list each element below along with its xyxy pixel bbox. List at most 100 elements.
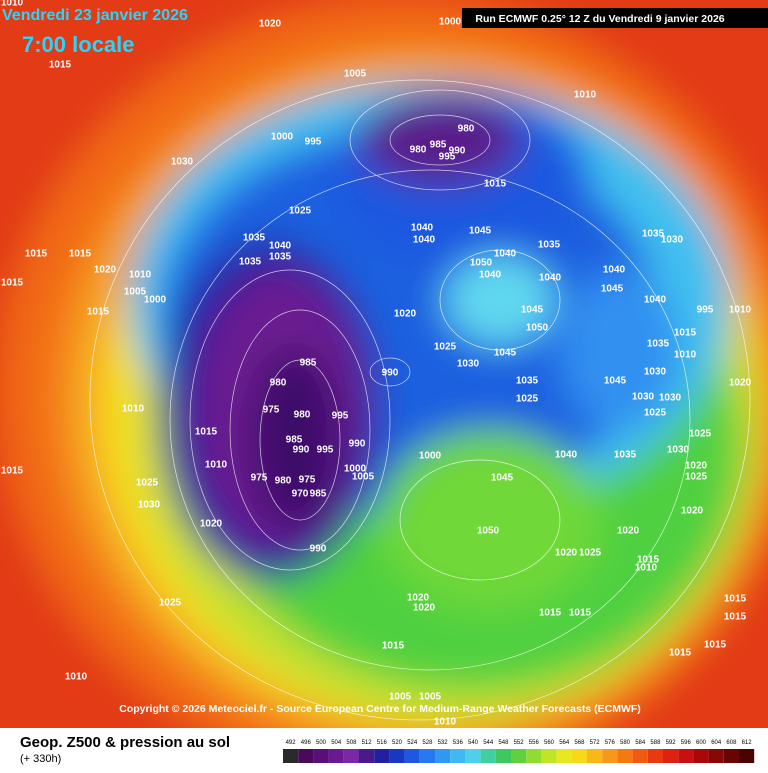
isobar-label: 1050	[470, 258, 493, 269]
legend-swatch	[647, 749, 663, 763]
legend-swatch	[723, 749, 739, 763]
isobar-label: 990	[349, 439, 366, 450]
legend-swatch	[571, 749, 587, 763]
isobar-label: 1035	[239, 257, 262, 268]
isobar-label: 1010	[1, 0, 24, 9]
isobar-label: 1035	[614, 450, 637, 461]
isobar-label: 1005	[124, 287, 147, 298]
isobar-label: 1025	[685, 472, 708, 483]
isobar-label: 1045	[494, 348, 517, 359]
legend-label: 496	[301, 740, 312, 746]
isobar-label: 980	[410, 145, 427, 156]
legend-label: 548	[498, 740, 509, 746]
legend-swatch	[359, 749, 375, 763]
isobar-lines	[89, 79, 751, 721]
isobar-label: 990	[449, 146, 466, 157]
isobar-label: 1035	[243, 233, 266, 244]
isobar-label: 1020	[94, 265, 117, 276]
isobar-label: 1030	[644, 367, 667, 378]
isobar-label: 1015	[539, 608, 562, 619]
isobar-label: 1040	[413, 235, 436, 246]
isobar-label: 1010	[674, 350, 697, 361]
isobar-label: 1030	[659, 393, 682, 404]
isobar-label: 1015	[195, 427, 218, 438]
isobar-label: 1025	[289, 206, 312, 217]
legend-swatch	[283, 749, 299, 763]
legend-swatch	[663, 749, 679, 763]
legend-swatch	[526, 749, 542, 763]
isobar-label: 1015	[569, 608, 592, 619]
isobar-label: 1040	[603, 265, 626, 276]
isobar-label: 1040	[494, 249, 517, 260]
footer-title: Geop. Z500 & pression au sol	[20, 734, 230, 751]
footer-lead: (+ 330h)	[20, 753, 61, 765]
legend-swatch	[678, 749, 694, 763]
isobar-label: 995	[305, 137, 322, 148]
isobar-label: 1010	[434, 717, 457, 728]
isobar-label: 1035	[516, 376, 539, 387]
isobar-label: 1010	[129, 270, 152, 281]
isobar-label: 1025	[136, 478, 159, 489]
isobar-label: 1030	[632, 392, 655, 403]
legend-label: 576	[605, 740, 616, 746]
isobar-label: 975	[251, 473, 268, 484]
isobar-label: 1020	[555, 548, 578, 559]
legend-label: 612	[742, 740, 753, 746]
legend-label: 544	[483, 740, 494, 746]
legend-swatch	[556, 749, 572, 763]
isobar-label: 970	[292, 489, 309, 500]
isobar-label: 1005	[352, 472, 375, 483]
legend-swatch	[541, 749, 557, 763]
isobar-label: 990	[293, 445, 310, 456]
run-box	[462, 8, 768, 28]
isobar-label: 1015	[674, 328, 697, 339]
legend-swatch	[495, 749, 511, 763]
legend-swatch	[328, 749, 344, 763]
legend-label: 492	[286, 740, 297, 746]
isobar-label: 1020	[617, 526, 640, 537]
isobar-label: 1015	[1, 466, 24, 477]
legend-label: 572	[590, 740, 601, 746]
isobar-label: 1050	[477, 526, 500, 537]
isobar-label: 1005	[389, 692, 412, 703]
isobar-label: 1010	[574, 90, 597, 101]
legend-label: 536	[453, 740, 464, 746]
isobar-label: 980	[458, 124, 475, 135]
isobar-label: 990	[310, 544, 327, 555]
isobar-label: 1020	[681, 506, 704, 517]
isobar-label: 1020	[394, 309, 417, 320]
legend-label: 580	[620, 740, 631, 746]
legend-label: 500	[316, 740, 327, 746]
isobar-label: 1010	[729, 305, 752, 316]
legend-swatch	[739, 749, 755, 763]
run-info: Run ECMWF 0.25° 12 Z du Vendredi 9 janvi…	[475, 13, 724, 25]
isobar-label: 1000	[344, 464, 367, 475]
isobar-label: 1025	[689, 429, 712, 440]
isobar-label: 1035	[269, 252, 292, 263]
isobar-label: 1030	[661, 235, 684, 246]
isobar-label: 990	[382, 368, 399, 379]
isobar-label: 1035	[642, 229, 665, 240]
isobar-label: 1010	[635, 563, 658, 574]
legend-swatch	[450, 749, 466, 763]
isobar-label: 1015	[1, 278, 24, 289]
isobar-label: 1040	[479, 270, 502, 281]
legend-label: 564	[559, 740, 570, 746]
legend-label: 600	[696, 740, 707, 746]
isobar-label: 1015	[49, 60, 72, 71]
legend-swatch	[480, 749, 496, 763]
isobar-label: 1020	[259, 19, 282, 30]
legend-swatch	[419, 749, 435, 763]
isobar-label: 1000	[144, 295, 167, 306]
isobar-label: 1025	[434, 342, 457, 353]
legend-label: 556	[529, 740, 540, 746]
legend-swatch	[587, 749, 603, 763]
isobar-label: 1030	[138, 500, 161, 511]
isobar-label: 1040	[269, 241, 292, 252]
isobar-label: 985	[430, 140, 447, 151]
legend-swatch	[404, 749, 420, 763]
legend-label: 516	[377, 740, 388, 746]
legend-swatch	[343, 749, 359, 763]
legend-swatch	[693, 749, 709, 763]
isobar-label: 985	[310, 489, 327, 500]
